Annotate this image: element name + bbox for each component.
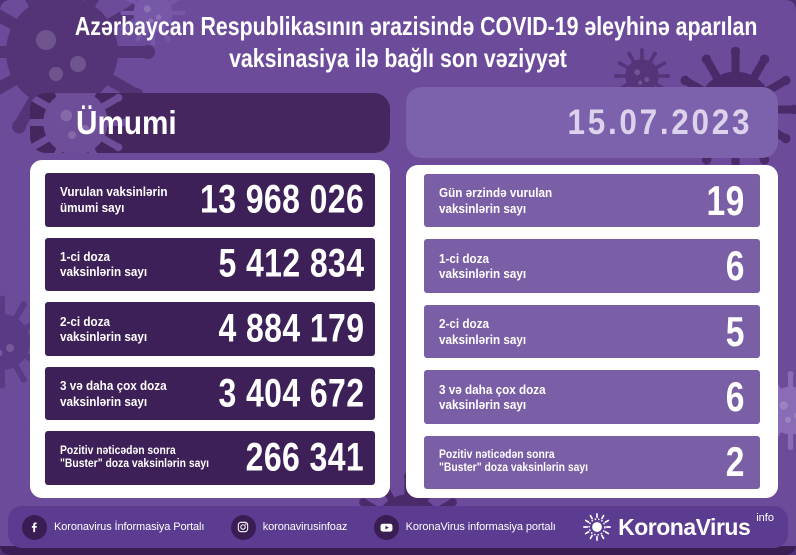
stat-value: 19 (706, 176, 745, 224)
stat-row-booster-daily: Pozitiv nəticədən sonra "Buster" doza vak… (424, 435, 760, 490)
stat-row-dose1-total: 1-ci doza vaksinlərin sayı 5 412 834 (45, 237, 375, 292)
stat-label: 2-ci doza vaksinlərin sayı (60, 313, 148, 344)
stat-value: 13 968 026 (199, 177, 364, 222)
stat-label: Pozitiv nəticədən sonra "Buster" doza vak… (60, 444, 210, 471)
facebook-item: Koronavirus İnformasiya Portalı (22, 514, 205, 540)
stat-row-dose2-daily: 2-ci doza vaksinlərin sayı 5 (424, 304, 760, 359)
youtube-item: KoronaVirus informasiya portalı (373, 514, 556, 540)
brand-suffix: info (756, 512, 774, 524)
stat-label: 2-ci doza vaksinlərin sayı (439, 316, 527, 347)
total-stats-panel: Vurulan vaksinlərin ümumi sayı 13 968 026… (30, 160, 390, 498)
stat-row-total-vaccines: Vurulan vaksinlərin ümumi sayı 13 968 026 (45, 173, 375, 227)
youtube-label: KoronaVirus informasiya portalı (405, 521, 556, 533)
stat-value: 6 (725, 242, 745, 290)
page-title-line1: Azərbaycan Respublikasının ərazisində CO… (74, 11, 758, 41)
daily-stats-panel: Gün ərzində vurulan vaksinlərin sayı 19 1… (406, 165, 778, 498)
page-title-line2: vaksinasiya ilə bağlı son vəziyyət (229, 42, 567, 73)
stat-label: Gün ərzində vurulan vaksinlərin sayı (439, 185, 553, 216)
report-date: 15.07.2023 (567, 102, 752, 142)
footer-bar: Koronavirus İnformasiya Portalı koronavi… (8, 506, 788, 548)
stat-label: 3 və daha çox doza vaksinlərin sayı (60, 378, 167, 409)
stat-row-dose2-total: 2-ci doza vaksinlərin sayı 4 884 179 (45, 302, 375, 356)
facebook-label: Koronavirus İnformasiya Portalı (54, 521, 205, 533)
stat-row-booster-total: Pozitiv nəticədən sonra "Buster" doza vak… (45, 431, 375, 485)
stat-label: Pozitiv nəticədən sonra "Buster" doza vak… (439, 448, 589, 475)
stat-row-dose3plus-total: 3 və daha çox doza vaksinlərin sayı 3 404… (45, 366, 375, 421)
stat-value: 266 341 (245, 435, 364, 480)
stat-value: 3 404 672 (218, 371, 364, 416)
stat-value: 2 (725, 438, 745, 486)
facebook-icon (22, 514, 47, 540)
stat-label: 1-ci doza vaksinlərin sayı (439, 250, 527, 282)
date-section-header: 15.07.2023 (406, 87, 778, 158)
instagram-item: koronavirusinfoaz (230, 514, 348, 540)
page-title: Azərbaycan Respublikasının ərazisində CO… (0, 11, 796, 74)
brand-name: KoronaVirus (618, 514, 751, 540)
stat-value: 6 (725, 372, 745, 420)
stat-label: 3 və daha çox doza vaksinlərin sayı (439, 381, 546, 412)
stat-row-dose3plus-daily: 3 və daha çox doza vaksinlərin sayı 6 (424, 370, 760, 424)
koronavirus-logo-icon (583, 513, 612, 541)
stat-label: 1-ci doza vaksinlərin sayı (60, 249, 148, 280)
total-section-title: Ümumi (76, 104, 177, 141)
stat-label: Vurulan vaksinlərin ümumi sayı (60, 184, 168, 215)
instagram-label: koronavirusinfoaz (262, 521, 348, 533)
youtube-icon (373, 514, 399, 540)
stat-value: 5 412 834 (218, 241, 364, 286)
total-section-header: Ümumi (30, 93, 390, 153)
stat-value: 4 884 179 (218, 306, 364, 351)
stat-row-daily-vaccines: Gün ərzində vurulan vaksinlərin sayı 19 (424, 174, 760, 228)
koronavirus-brand: KoronaVirus info (582, 512, 774, 542)
stat-value: 5 (725, 307, 745, 355)
instagram-icon (230, 514, 256, 540)
stat-row-dose1-daily: 1-ci doza vaksinlərin sayı 6 (424, 239, 760, 293)
